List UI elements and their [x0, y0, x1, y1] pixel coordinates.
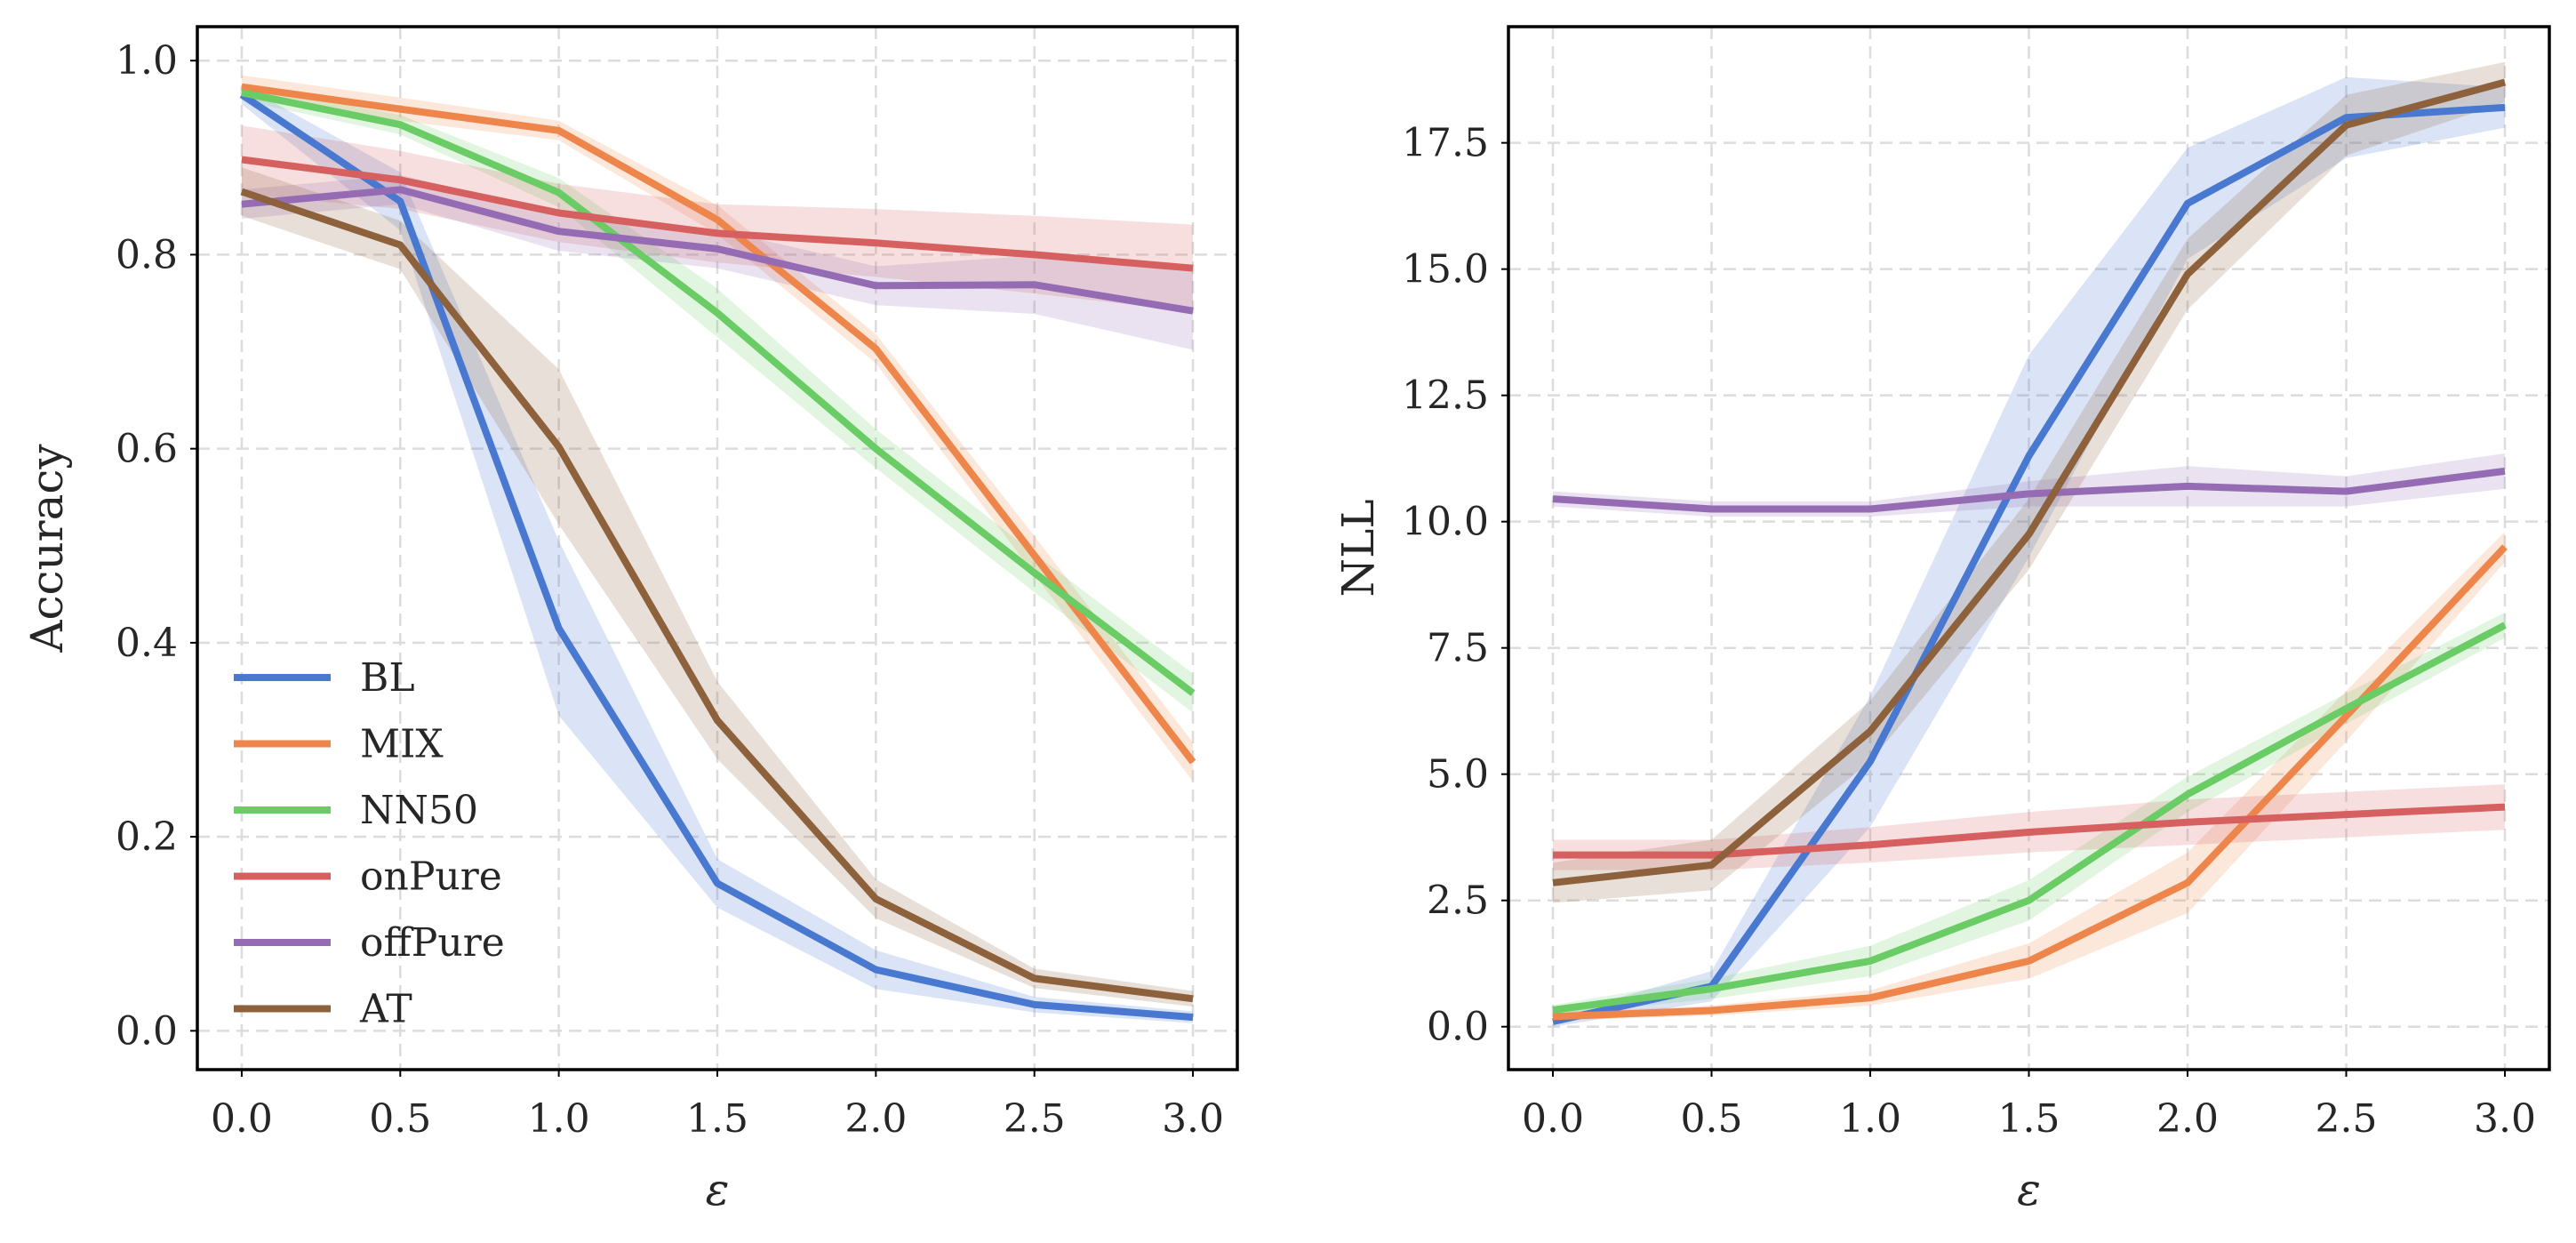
y-tick-label: 0.0: [116, 1008, 178, 1054]
series-line-bl: [239, 92, 1194, 1022]
series-line-onpure: [1553, 803, 2506, 859]
x-tick-label: 2.0: [844, 1096, 907, 1142]
series-line-offpure: [1552, 467, 2506, 513]
y-tick-label: 7.5: [1427, 626, 1489, 671]
y-tick-label: 2.5: [1427, 878, 1489, 924]
confidence-band-bl: [241, 84, 1194, 1023]
x-tick-label: 0.0: [211, 1096, 273, 1142]
nll-chart: 0.0 0.5 1.0 1.5 2.0 2.5 3.0 0.0 2.5 5.0 7.5 10.0 12.…: [1332, 25, 2551, 1215]
confidence-band-offpure: [1553, 453, 2505, 517]
y-tick-label: 0.8: [116, 232, 178, 277]
confidence-band-bl: [1553, 76, 2505, 1027]
series-line-onpure: [241, 156, 1194, 272]
x-tick-label: 2.5: [1004, 1096, 1066, 1142]
legend-label-offpure: offPure: [360, 920, 505, 966]
x-tick-label: 0.0: [1522, 1096, 1584, 1142]
series-line-nn50: [241, 89, 1196, 696]
x-tick-label: 1.0: [528, 1096, 590, 1142]
y-tick-label: 0.4: [116, 621, 178, 666]
series-line-nn50: [1552, 622, 2507, 1014]
x-tick-label: 0.5: [369, 1096, 431, 1142]
series-line-at: [1552, 78, 2507, 886]
x-axis-label: ε: [2017, 1164, 2041, 1215]
accuracy-chart: 0.0 0.5 1.0 1.5 2.0 2.5 3.0 0.0 0.2 0.4 0.6 0.8 1.0 ε…: [21, 25, 1239, 1215]
x-tick-label: 2.0: [2156, 1096, 2219, 1142]
x-tick-label: 0.5: [1680, 1096, 1742, 1142]
y-tick-label: 0.2: [116, 814, 178, 860]
x-tick-label: 3.0: [1162, 1096, 1224, 1142]
series-line-mix: [241, 83, 1196, 765]
y-tick-label: 15.0: [1402, 247, 1489, 293]
x-axis-label: ε: [706, 1164, 730, 1215]
y-tick-label: 0.0: [1427, 1005, 1489, 1050]
y-axis-label: NLL: [1332, 499, 1384, 597]
y-tick-label: 17.5: [1402, 121, 1489, 166]
y-tick-label: 5.0: [1427, 752, 1489, 798]
x-tick-label: 1.5: [1998, 1096, 2060, 1142]
y-tick-label: 1.0: [116, 38, 178, 84]
legend-label-mix: MIX: [360, 722, 444, 767]
x-tick-label: 1.5: [686, 1096, 748, 1142]
y-tick-label: 10.0: [1402, 500, 1489, 545]
x-tick-label: 3.0: [2474, 1096, 2536, 1142]
legend-label-nn50: NN50: [360, 788, 478, 833]
legend: BL MIX NN50 onPure offPure AT: [234, 655, 505, 1032]
confidence-band-offpure: [241, 174, 1194, 350]
confidence-band-at: [241, 167, 1194, 1007]
y-tick-label: 0.6: [116, 427, 178, 472]
series-line-at: [240, 188, 1194, 1003]
x-tick-label: 1.0: [1839, 1096, 1901, 1142]
x-tick-label: 2.5: [2316, 1096, 2378, 1142]
y-tick-label: 12.5: [1402, 373, 1489, 419]
legend-label-at: AT: [359, 987, 412, 1032]
series-line-mix: [1552, 544, 2508, 1021]
legend-label-bl: BL: [360, 655, 415, 701]
series-line-offpure: [241, 186, 1194, 315]
legend-label-onpure: onPure: [360, 854, 502, 900]
y-axis-label: Accuracy: [21, 444, 73, 654]
